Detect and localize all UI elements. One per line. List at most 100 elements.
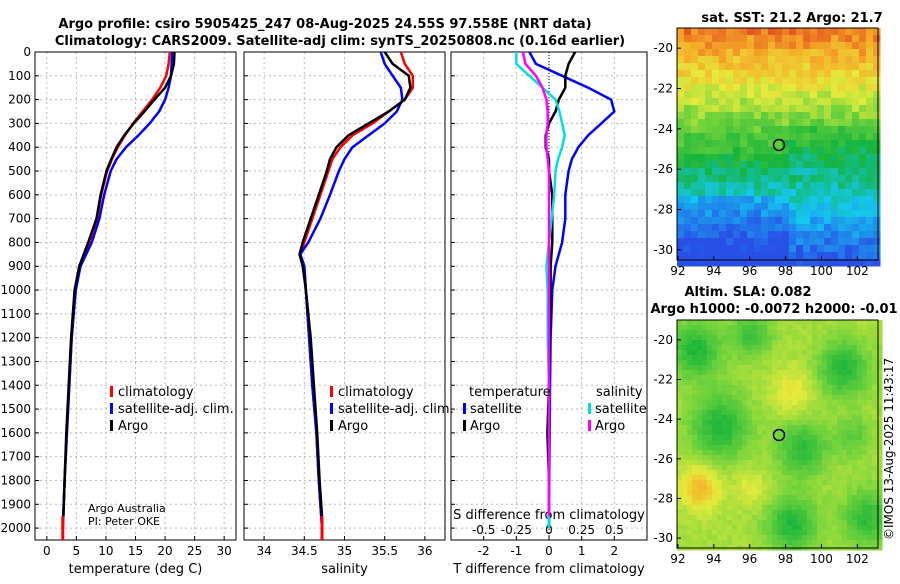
map-cell <box>817 126 825 134</box>
map-cell <box>812 380 818 386</box>
map-cell <box>873 133 881 141</box>
map-cell <box>705 70 713 78</box>
map-cell <box>862 400 868 406</box>
map-cell <box>777 450 783 456</box>
map-cell <box>862 425 868 431</box>
map-cell <box>682 350 688 356</box>
map-cell <box>747 525 753 531</box>
map-cell <box>762 530 768 536</box>
map-cell <box>757 400 763 406</box>
map-cell <box>757 440 763 446</box>
map-cell <box>872 430 878 436</box>
legend-argo-swatch <box>110 420 113 431</box>
map-cell <box>796 126 804 134</box>
map-cell <box>787 395 793 401</box>
map-cell <box>677 515 683 521</box>
map-cell <box>812 390 818 396</box>
map-cell <box>777 540 783 546</box>
map-cell <box>747 56 755 64</box>
map-cell <box>712 203 720 211</box>
map-cell <box>782 365 788 371</box>
map-cell <box>707 405 713 411</box>
map-cell <box>782 385 788 391</box>
map-cell <box>705 98 713 106</box>
map-cell <box>787 345 793 351</box>
map-cell <box>775 28 783 36</box>
map-cell <box>677 345 683 351</box>
map-cell <box>733 189 741 197</box>
map-cell <box>702 460 708 466</box>
map-cell <box>737 515 743 521</box>
map-cell <box>717 350 723 356</box>
map-cell <box>707 335 713 341</box>
map-cell <box>812 320 818 326</box>
map-cell <box>691 196 699 204</box>
map-cell <box>817 140 825 148</box>
map-cell <box>761 140 769 148</box>
map-cell <box>862 405 868 411</box>
map-cell <box>698 42 706 50</box>
map-cell <box>872 415 878 421</box>
map-cell <box>842 430 848 436</box>
map-cell <box>838 112 846 120</box>
map-cell <box>796 196 804 204</box>
map-cell <box>873 63 881 71</box>
map-cell <box>705 91 713 99</box>
map-cell <box>752 380 758 386</box>
map-cell <box>802 370 808 376</box>
map-cell <box>824 105 832 113</box>
map-cell <box>845 196 853 204</box>
map-cell <box>802 365 808 371</box>
map-cell <box>842 370 848 376</box>
map-cell <box>810 196 818 204</box>
map-cell <box>761 56 769 64</box>
map-cell <box>797 415 803 421</box>
map-cell <box>682 425 688 431</box>
map-cell <box>754 196 762 204</box>
map-cell <box>752 405 758 411</box>
map-cell <box>866 203 874 211</box>
map-cell <box>831 175 839 183</box>
map-cell <box>747 335 753 341</box>
map-cell <box>852 147 860 155</box>
map-cell <box>697 505 703 511</box>
map-cell <box>812 485 818 491</box>
map-cell <box>761 203 769 211</box>
map-cell <box>827 475 833 481</box>
map-cell <box>722 380 728 386</box>
map-cell <box>707 390 713 396</box>
map-cell <box>877 490 883 496</box>
map-cell <box>747 189 755 197</box>
map-cell <box>873 238 881 246</box>
map-cell <box>857 495 863 501</box>
map-cell <box>705 203 713 211</box>
map-cell <box>792 525 798 531</box>
map-cell <box>757 385 763 391</box>
map-cell <box>824 231 832 239</box>
map-cell <box>732 325 738 331</box>
map-cell <box>726 189 734 197</box>
map-cell <box>807 505 813 511</box>
map-cell <box>752 475 758 481</box>
map-cell <box>757 340 763 346</box>
map-cell <box>803 84 811 92</box>
map-cell <box>807 510 813 516</box>
map-cell <box>687 335 693 341</box>
map-cell <box>752 420 758 426</box>
map-cell <box>712 161 720 169</box>
map-cell <box>837 410 843 416</box>
map-cell <box>832 395 838 401</box>
x-tick-label: 2 <box>611 544 619 558</box>
map-cell <box>807 435 813 441</box>
map-cell <box>737 525 743 531</box>
map-cell <box>827 335 833 341</box>
map-cell <box>740 231 748 239</box>
map-cell <box>712 450 718 456</box>
map-cell <box>866 224 874 232</box>
map-cell <box>852 330 858 336</box>
map-cell <box>817 425 823 431</box>
map-cell <box>747 520 753 526</box>
map-cell <box>831 259 839 267</box>
map-cell <box>832 455 838 461</box>
map-cell <box>877 500 883 506</box>
